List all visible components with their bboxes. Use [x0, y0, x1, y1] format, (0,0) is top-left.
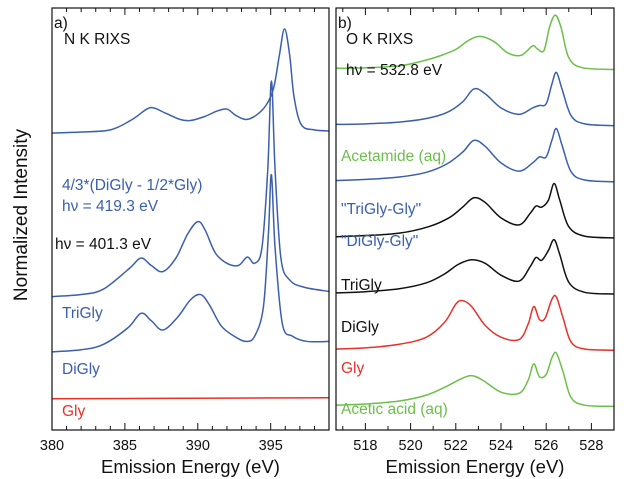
x-tick-label: 522: [444, 438, 468, 454]
series-label: DiGly: [62, 361, 100, 378]
series-line-gly: [336, 294, 614, 351]
panel-b-curves: [336, 14, 614, 408]
panel-b-axes: 518 520 522 524 526 528 Emission Energy (eV): [335, 7, 615, 477]
excitation-label: hν = 401.3 eV: [55, 236, 152, 253]
series-line-acetamide-aq: [336, 14, 614, 71]
x-tick-label: 385: [113, 438, 137, 454]
x-tick-label: 380: [40, 438, 64, 454]
x-tick-label: 390: [186, 438, 210, 454]
x-tick-label: 528: [579, 438, 603, 454]
series-label: Acetic acid (aq): [341, 401, 448, 418]
panel-b-labels: Acetamide (aq) "TriGly-Gly" "DiGly-Gly" Tri…: [338, 15, 448, 418]
panel-label: b): [338, 15, 352, 32]
panel-a-curves: [52, 28, 329, 400]
panel-a-axes: 380 385 390 395 Emission Energy (eV): [40, 7, 330, 477]
x-axis-label: Emission Energy (eV): [386, 456, 565, 477]
x-tick-label: 520: [398, 438, 422, 454]
series-line-trigly: [52, 80, 329, 298]
series-line-trigly: [336, 182, 614, 239]
panel-b: Acetamide (aq) "TriGly-Gly" "DiGly-Gly" Tri…: [335, 7, 615, 477]
x-tick-label: 395: [259, 438, 283, 454]
series-label: "DiGly-Gly": [341, 233, 418, 250]
series-line-4-3-digly-1-2-gly: [52, 28, 329, 134]
panel-title: hν = 532.8 eV: [346, 62, 443, 79]
x-axis-label: Emission Energy (eV): [101, 456, 280, 477]
x-tick-label: 526: [534, 438, 558, 454]
plot-frame: [335, 7, 615, 431]
panel-a: 4/3*(DiGly - 1/2*Gly) hν = 419.3 eV TriGly…: [40, 7, 330, 477]
series-label: 4/3*(DiGly - 1/2*Gly): [62, 177, 202, 194]
series-label: Gly: [341, 360, 365, 377]
series-line-digly: [336, 238, 614, 295]
series-label: TriGly: [341, 277, 382, 294]
series-label: Gly: [62, 403, 86, 420]
series-label: Acetamide (aq): [341, 148, 446, 165]
x-tick-label: 524: [489, 438, 513, 454]
panel-title: O K RIXS: [346, 31, 413, 48]
series-label: "TriGly-Gly": [341, 201, 421, 218]
panel-a-labels: 4/3*(DiGly - 1/2*Gly) hν = 419.3 eV TriGly…: [54, 15, 202, 420]
y-axis-label: Normalized Intensity: [11, 128, 32, 301]
series-line-digly-gly: [336, 127, 614, 183]
series-label: hν = 419.3 eV: [62, 198, 159, 215]
series-label: DiGly: [341, 319, 379, 336]
series-line-digly: [52, 173, 329, 353]
series-line-acetic-acid-aq: [336, 351, 614, 408]
x-tick-label: 518: [353, 438, 377, 454]
panel-label: a): [54, 15, 68, 32]
series-line-trigly-gly: [336, 71, 614, 127]
series-line-gly: [52, 396, 329, 400]
panel-title: N K RIXS: [64, 31, 130, 48]
series-label: TriGly: [62, 305, 103, 322]
plot-frame: [51, 7, 330, 431]
